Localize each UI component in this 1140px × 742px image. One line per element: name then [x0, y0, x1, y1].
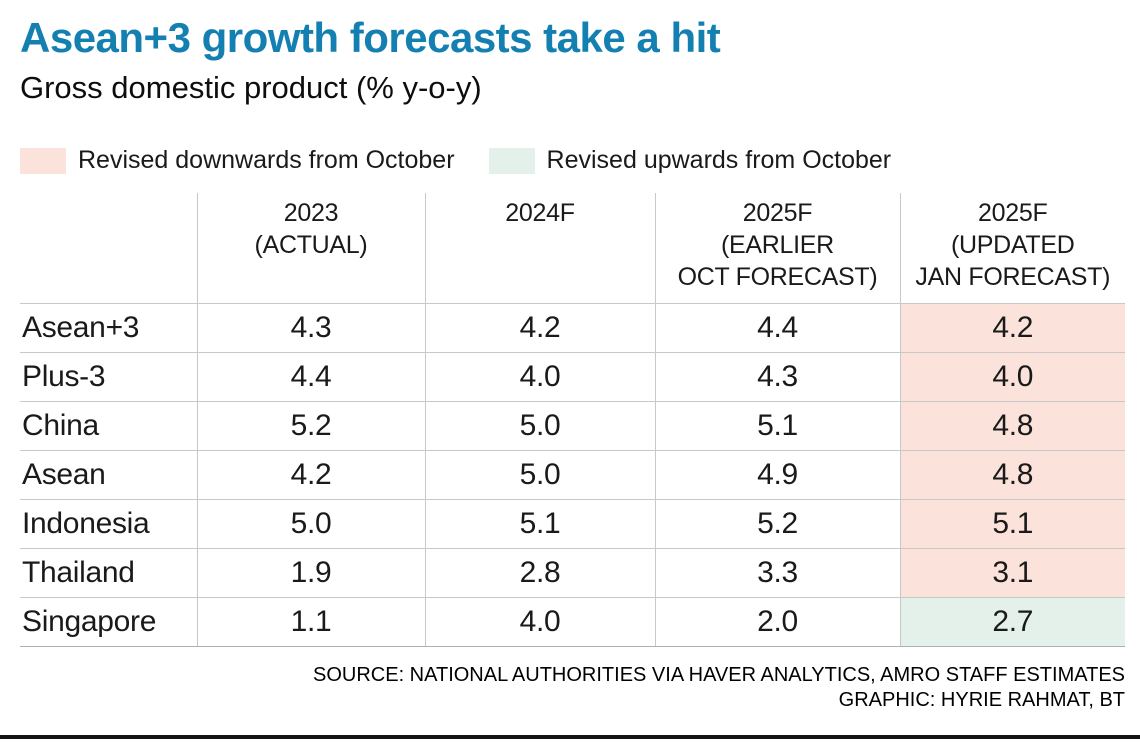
- header-2025f-earlier-oct: 2025F (EARLIER OCT FORECAST): [654, 193, 900, 303]
- value-2025f-earlier: 5.1: [654, 400, 900, 450]
- legend: Revised downwards from October Revised u…: [20, 146, 1125, 175]
- row-label: Asean+3: [20, 302, 197, 352]
- value-2025f-updated: 5.1: [899, 498, 1125, 548]
- value-2023: 5.0: [196, 498, 425, 548]
- value-2025f-updated: 4.0: [899, 351, 1125, 401]
- value-2025f-updated: 2.7: [899, 596, 1125, 647]
- table-row: China 5.2 5.0 5.1 4.8: [20, 400, 1125, 450]
- table-row: Singapore 1.1 4.0 2.0 2.7: [20, 596, 1125, 647]
- value-2025f-earlier: 4.9: [654, 449, 900, 499]
- value-2025f-earlier: 5.2: [654, 498, 900, 548]
- row-label: Thailand: [20, 547, 197, 597]
- table-row: Asean 4.2 5.0 4.9 4.8: [20, 449, 1125, 499]
- revised-up-swatch-icon: [488, 147, 535, 174]
- row-label: Plus-3: [20, 351, 197, 401]
- value-2023: 5.2: [196, 400, 425, 450]
- header-2024f: 2024F: [424, 193, 655, 303]
- value-2025f-earlier: 4.4: [654, 302, 900, 352]
- page-subtitle: Gross domestic product (% y-o-y): [20, 70, 482, 105]
- header-2023-actual: 2023 (ACTUAL): [196, 193, 425, 303]
- forecast-table: 2023 (ACTUAL) 2024F 2025F (EARLIER OCT F…: [20, 193, 1125, 647]
- table-row: Asean+3 4.3 4.2 4.4 4.2: [20, 302, 1125, 352]
- row-label: Indonesia: [20, 498, 197, 548]
- value-2024f: 5.0: [424, 449, 655, 499]
- footer: SOURCE: NATIONAL AUTHORITIES VIA HAVER A…: [20, 663, 1125, 713]
- row-label: China: [20, 400, 197, 450]
- legend-label-revised-up: Revised upwards from October: [546, 146, 892, 174]
- value-2023: 1.1: [196, 596, 425, 647]
- forecast-table-body: Asean+3 4.3 4.2 4.4 4.2 Plus-3 4.4 4.0 4…: [20, 302, 1125, 647]
- value-2024f: 5.0: [424, 400, 655, 450]
- source-line: SOURCE: NATIONAL AUTHORITIES VIA HAVER A…: [313, 663, 1125, 686]
- value-2023: 1.9: [196, 547, 425, 597]
- header-2025f-updated-jan: 2025F (UPDATED JAN FORECAST): [899, 193, 1125, 303]
- value-2023: 4.4: [196, 351, 425, 401]
- legend-label-revised-down: Revised downwards from October: [78, 146, 455, 174]
- value-2025f-updated: 4.2: [899, 302, 1125, 352]
- value-2024f: 4.0: [424, 351, 655, 401]
- page-title: Asean+3 growth forecasts take a hit: [20, 14, 721, 61]
- value-2024f: 2.8: [424, 547, 655, 597]
- table-row: Plus-3 4.4 4.0 4.3 4.0: [20, 351, 1125, 401]
- value-2023: 4.3: [196, 302, 425, 352]
- header-label-column: [20, 193, 197, 303]
- bottom-rule: [0, 735, 1140, 739]
- forecast-table-header: 2023 (ACTUAL) 2024F 2025F (EARLIER OCT F…: [20, 193, 1125, 303]
- value-2024f: 4.2: [424, 302, 655, 352]
- table-row: Indonesia 5.0 5.1 5.2 5.1: [20, 498, 1125, 548]
- value-2024f: 4.0: [424, 596, 655, 647]
- legend-item-revised-down: Revised downwards from October: [20, 146, 455, 175]
- value-2025f-earlier: 4.3: [654, 351, 900, 401]
- value-2025f-earlier: 3.3: [654, 547, 900, 597]
- value-2025f-updated: 4.8: [899, 400, 1125, 450]
- value-2025f-updated: 3.1: [899, 547, 1125, 597]
- value-2025f-updated: 4.8: [899, 449, 1125, 499]
- value-2023: 4.2: [196, 449, 425, 499]
- row-label: Asean: [20, 449, 197, 499]
- credit-line: GRAPHIC: HYRIE RAHMAT, BT: [838, 688, 1125, 711]
- legend-item-revised-up: Revised upwards from October: [488, 146, 892, 175]
- row-label: Singapore: [20, 596, 197, 647]
- value-2024f: 5.1: [424, 498, 655, 548]
- revised-down-swatch-icon: [20, 147, 66, 174]
- value-2025f-earlier: 2.0: [654, 596, 900, 647]
- table-row: Thailand 1.9 2.8 3.3 3.1: [20, 547, 1125, 597]
